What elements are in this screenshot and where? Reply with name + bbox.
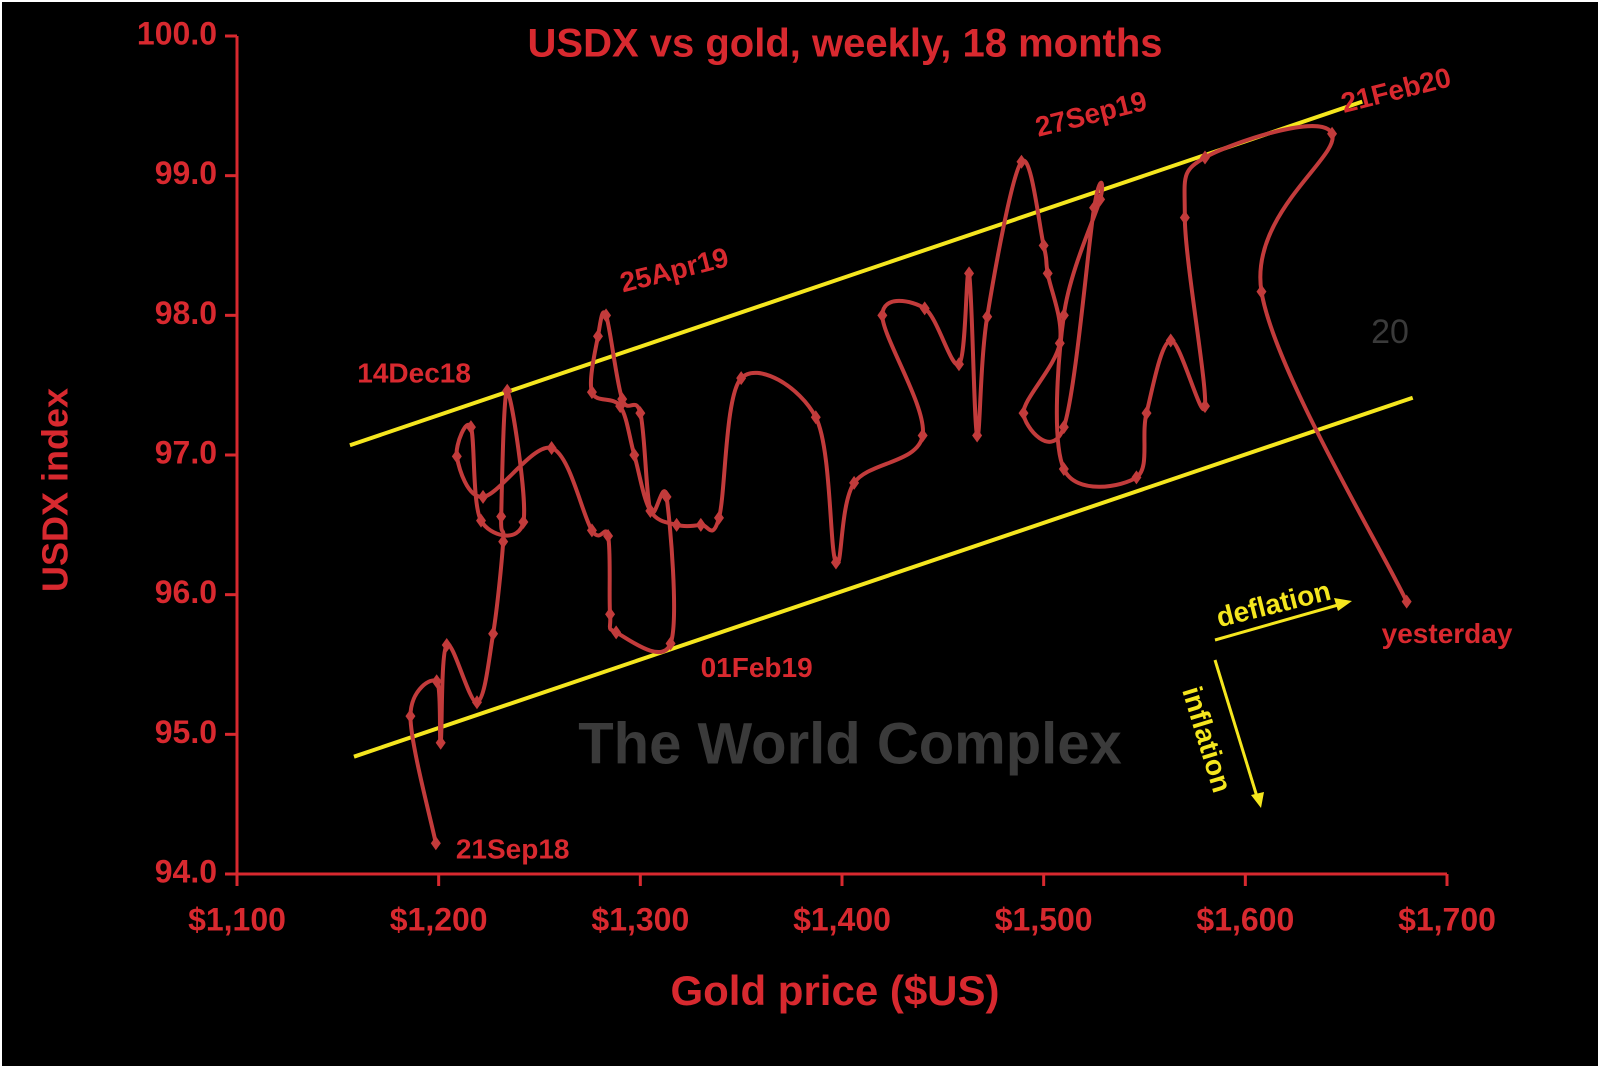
x-tick-label: $1,700: [1398, 901, 1496, 937]
point-marker: [1042, 266, 1053, 281]
point-marker: [498, 534, 509, 549]
y-tick-label: 98.0: [155, 295, 217, 331]
point-marker: [1131, 470, 1142, 485]
point-marker: [917, 428, 928, 443]
point-marker: [849, 475, 860, 490]
point-marker: [665, 636, 676, 651]
point-marker: [603, 529, 614, 544]
y-tick-label: 94.0: [155, 853, 217, 889]
x-tick-label: $1,200: [390, 901, 488, 937]
point-marker: [586, 385, 597, 400]
point-marker: [635, 406, 646, 421]
point-marker: [465, 420, 476, 435]
point-marker: [611, 625, 622, 640]
point-marker: [1179, 210, 1190, 225]
point-marker: [877, 308, 888, 323]
point-marker: [605, 607, 616, 622]
point-marker: [1401, 594, 1412, 609]
point-marker: [615, 399, 626, 414]
point-marker: [736, 371, 747, 386]
point-marker: [1089, 200, 1100, 215]
x-tick-label: $1,600: [1196, 901, 1294, 937]
watermark: The World Complex: [578, 711, 1122, 776]
y-axis-label: USDX index: [35, 388, 76, 592]
x-tick-label: $1,300: [591, 901, 689, 937]
point-marker: [1016, 154, 1027, 169]
point-marker: [972, 428, 983, 443]
y-tick-label: 95.0: [155, 714, 217, 750]
point-marker: [830, 555, 841, 570]
point-marker: [451, 449, 462, 464]
point-marker: [713, 510, 724, 525]
point-marker: [1058, 461, 1069, 476]
point-marker: [592, 329, 603, 344]
point-marker: [1095, 192, 1106, 207]
channel-line: [349, 99, 1363, 448]
y-tick-label: 100.0: [137, 15, 217, 51]
point-label: 14Dec18: [357, 357, 471, 388]
point-marker: [496, 509, 507, 524]
point-marker: [982, 309, 993, 324]
point-marker: [471, 695, 482, 710]
point-marker: [601, 308, 612, 323]
point-marker: [1141, 406, 1152, 421]
point-marker: [810, 410, 821, 425]
point-marker: [586, 523, 597, 538]
x-axis-label: Gold price ($US): [670, 967, 999, 1014]
point-label: 01Feb19: [701, 652, 813, 683]
point-marker: [919, 301, 930, 316]
point-marker: [478, 489, 489, 504]
chart-title: USDX vs gold, weekly, 18 months: [528, 22, 1163, 66]
x-tick-label: $1,500: [995, 901, 1093, 937]
point-marker: [435, 735, 446, 750]
x-tick-label: $1,100: [188, 901, 286, 937]
point-marker: [645, 503, 656, 518]
y-tick-label: 97.0: [155, 434, 217, 470]
point-marker: [695, 517, 706, 532]
point-marker: [661, 489, 672, 504]
point-marker: [1256, 284, 1267, 299]
point-marker: [546, 441, 557, 456]
x-tick-label: $1,400: [793, 901, 891, 937]
y-tick-label: 99.0: [155, 155, 217, 191]
point-marker: [1200, 150, 1210, 165]
point-marker: [1327, 126, 1338, 141]
point-marker: [502, 383, 513, 398]
point-marker: [431, 674, 442, 689]
point-marker: [476, 513, 487, 528]
point-marker: [1200, 399, 1210, 414]
point-marker: [1054, 336, 1065, 351]
point-marker: [671, 517, 682, 532]
point-marker: [441, 637, 452, 652]
y-tick-label: 96.0: [155, 574, 217, 610]
point-label: yesterday: [1382, 618, 1513, 649]
point-marker: [1058, 308, 1069, 323]
point-marker: [488, 626, 499, 641]
point-marker: [518, 515, 529, 530]
point-label: 21Sep18: [456, 834, 570, 865]
corner-note: 20: [1371, 313, 1409, 351]
point-marker: [964, 266, 975, 281]
channel-line: [353, 395, 1414, 759]
point-marker: [405, 709, 416, 724]
point-marker: [1038, 238, 1049, 253]
point-marker: [1018, 406, 1029, 421]
point-marker: [953, 357, 964, 372]
point-marker: [1165, 333, 1176, 348]
point-marker: [430, 836, 441, 851]
point-marker: [629, 448, 640, 462]
point-marker: [1058, 420, 1069, 435]
